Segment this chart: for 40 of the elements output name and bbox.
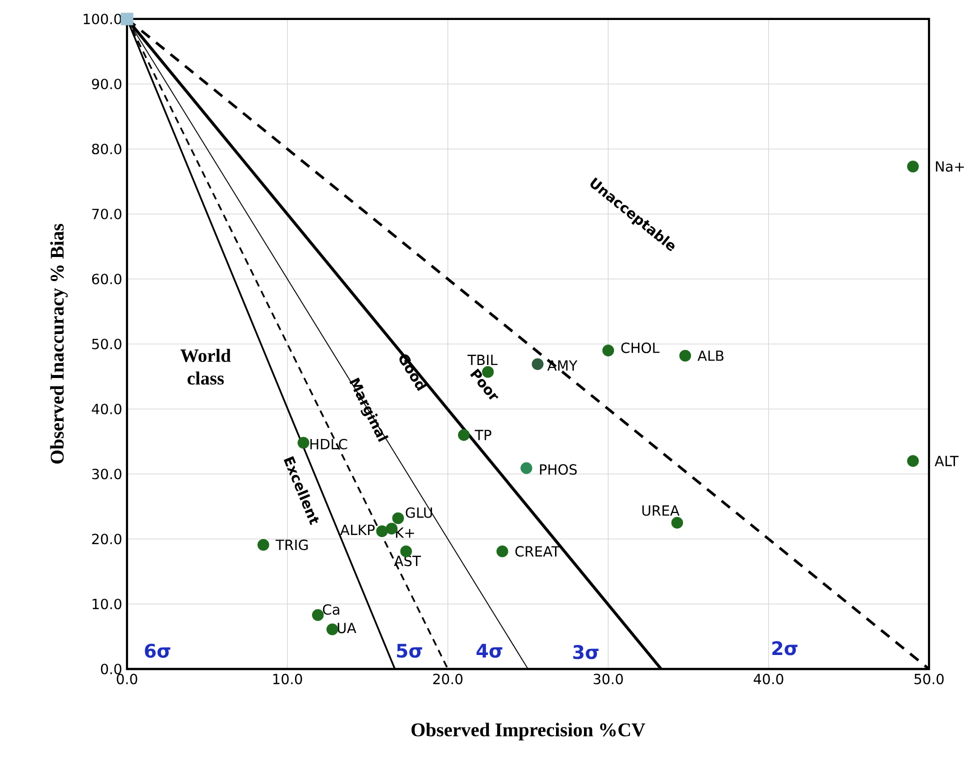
x-tick-label: 30.0 <box>594 674 623 684</box>
annotation: UA <box>338 622 356 634</box>
annotation: 4σ <box>476 644 502 658</box>
annotation: CHOL <box>621 342 660 354</box>
annotation: GLU <box>406 507 432 518</box>
y-tick-label: 60.0 <box>92 274 122 284</box>
annotation: 3σ <box>573 645 599 660</box>
annotation: World class <box>180 348 231 385</box>
y-tick-label: 0.0 <box>100 664 122 674</box>
x-tick-label: 40.0 <box>754 674 784 684</box>
y-tick-label: 90.0 <box>92 78 122 90</box>
x-tick-label: 10.0 <box>273 674 302 684</box>
annotation: Na+ <box>936 161 964 172</box>
annotation: ALB <box>698 350 724 361</box>
annotation: CREAT <box>515 546 560 557</box>
annotation: TRIG <box>276 540 308 550</box>
annotation: 2σ <box>772 641 798 656</box>
annotation: Ca <box>322 604 340 615</box>
annotation: HDLC <box>310 438 348 450</box>
y-tick-label: 70.0 <box>92 208 122 220</box>
y-tick-label: 30.0 <box>92 468 122 480</box>
annotation: ALT <box>934 456 959 466</box>
annotation: TBIL <box>467 354 498 366</box>
x-tick-label: 20.0 <box>433 674 462 684</box>
annotation: 6σ <box>144 644 170 658</box>
annotation: ALKP <box>340 524 375 535</box>
annotation: 5σ <box>396 644 422 658</box>
y-axis-title: Observed Inaccuracy % Bias <box>50 224 68 464</box>
y-tick-label: 20.0 <box>92 534 122 544</box>
annotation: TP <box>474 430 492 440</box>
x-tick-label: 50.0 <box>914 674 944 684</box>
y-tick-label: 10.0 <box>92 598 122 610</box>
annotation: UREA <box>642 505 680 516</box>
x-tick-label: 0.0 <box>116 674 138 684</box>
y-tick-label: 100.0 <box>84 14 122 24</box>
x-axis-title: Observed Imprecision %CV <box>412 722 646 740</box>
y-tick-label: 80.0 <box>92 144 122 154</box>
y-tick-label: 40.0 <box>92 404 122 414</box>
annotation: PHOS <box>540 464 577 475</box>
y-tick-label: 50.0 <box>92 338 122 350</box>
